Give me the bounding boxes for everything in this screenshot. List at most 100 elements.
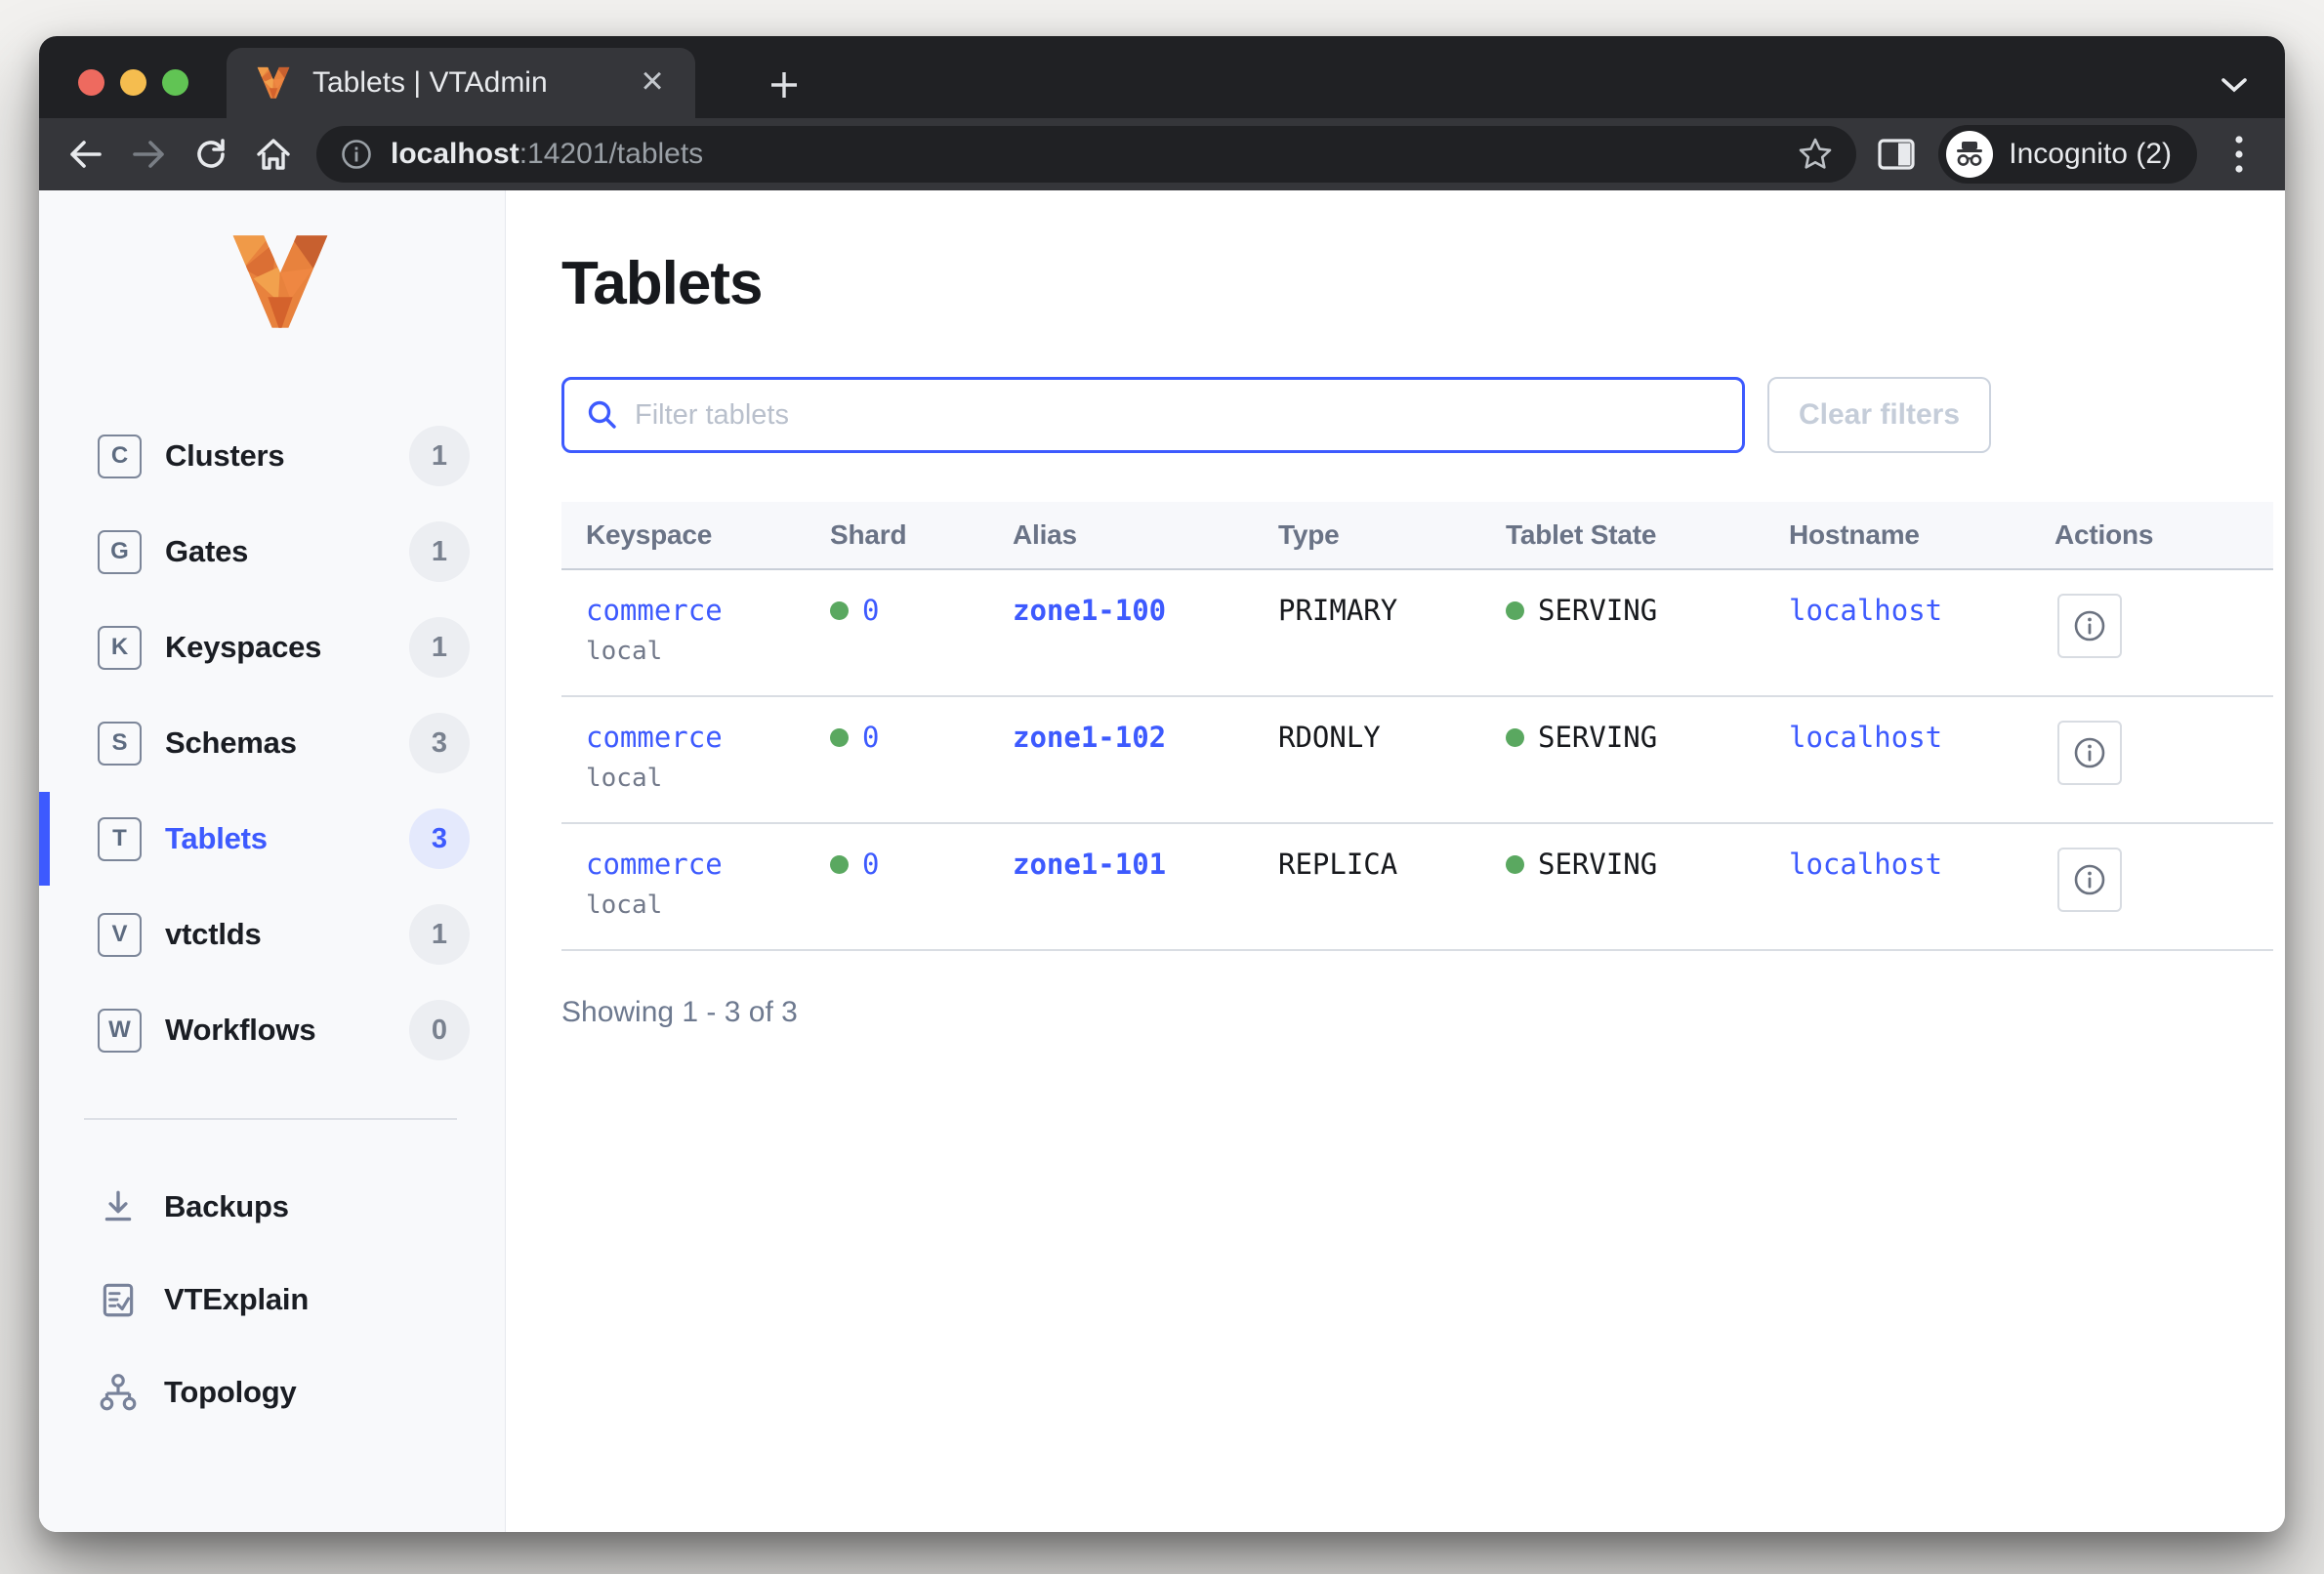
side-panel-icon <box>1878 139 1915 170</box>
sidebar-item-vtexplain[interactable]: VTExplain <box>39 1269 505 1330</box>
tab-search-button[interactable] <box>2209 60 2260 110</box>
shard-link[interactable]: 0 <box>862 594 880 627</box>
minimize-window-button[interactable] <box>120 69 146 96</box>
tab-strip: Tablets | VTAdmin × <box>39 36 2285 118</box>
url-text: localhost:14201/tablets <box>391 138 1796 171</box>
tablet-info-button[interactable] <box>2057 848 2122 912</box>
column-header-alias: Alias <box>1013 519 1077 550</box>
filter-input-wrapper <box>561 377 1745 453</box>
sidebar-item-clusters[interactable]: C Clusters 1 <box>39 425 505 487</box>
keyspace-cell: commerce local <box>561 594 806 666</box>
sidebar-item-gates[interactable]: G Gates 1 <box>39 520 505 583</box>
browser-toolbar: localhost:14201/tablets <box>39 118 2285 190</box>
shard-link[interactable]: 0 <box>862 721 880 754</box>
keyspace-link[interactable]: commerce <box>586 594 723 627</box>
hostname-link[interactable]: localhost <box>1789 594 1943 627</box>
download-icon <box>96 1184 141 1229</box>
filter-row: Clear filters <box>561 377 2277 453</box>
tablet-state-cell: SERVING <box>1481 721 1764 793</box>
fullscreen-window-button[interactable] <box>162 69 188 96</box>
type-cell: PRIMARY <box>1278 594 1398 627</box>
shard-cell: 0 <box>806 721 988 793</box>
schemas-icon: S <box>98 721 142 766</box>
sidebar-item-topology[interactable]: Topology <box>39 1362 505 1423</box>
reload-icon <box>197 139 225 168</box>
cluster-name: local <box>586 891 663 920</box>
new-tab-button[interactable] <box>757 58 811 112</box>
tablet-info-button[interactable] <box>2057 721 2122 785</box>
reload-button[interactable] <box>186 129 236 180</box>
tablet-info-button[interactable] <box>2057 594 2122 658</box>
side-panel-button[interactable] <box>1872 130 1921 179</box>
sidebar-item-vtctlds[interactable]: V vtctlds 1 <box>39 903 505 966</box>
close-window-button[interactable] <box>78 69 104 96</box>
keyspaces-icon: K <box>98 625 142 670</box>
close-tab-icon[interactable]: × <box>641 60 664 103</box>
window-controls <box>78 69 188 96</box>
address-bar[interactable]: localhost:14201/tablets <box>316 126 1857 183</box>
keyspace-link[interactable]: commerce <box>586 721 723 754</box>
actions-cell <box>2030 721 2273 793</box>
actions-cell <box>2030 848 2273 920</box>
main-panel: Tablets Clear filters Keyspace Shar <box>506 190 2285 1532</box>
count-badge: 0 <box>409 1000 470 1060</box>
hostname-link[interactable]: localhost <box>1789 721 1943 754</box>
keyspace-link[interactable]: commerce <box>586 848 723 881</box>
sidebar-item-backups[interactable]: Backups <box>39 1177 505 1237</box>
cluster-name: local <box>586 764 663 793</box>
workflows-icon: W <box>98 1008 142 1053</box>
shard-cell: 0 <box>806 594 988 666</box>
filter-tablets-input[interactable] <box>635 398 1722 432</box>
column-header-actions: Actions <box>2054 519 2154 550</box>
actions-cell <box>2030 594 2273 666</box>
shard-status-dot <box>830 601 849 620</box>
cluster-name: local <box>586 637 663 666</box>
forward-button[interactable] <box>123 129 174 180</box>
alias-link[interactable]: zone1-101 <box>1013 848 1167 881</box>
alias-link[interactable]: zone1-102 <box>1013 721 1167 754</box>
clear-filters-button[interactable]: Clear filters <box>1767 377 1991 453</box>
vtctlds-icon: V <box>98 912 142 957</box>
sidebar-item-keyspaces[interactable]: K Keyspaces 1 <box>39 616 505 679</box>
sidebar-tools: Backups VTExplain <box>39 1177 505 1455</box>
kebab-menu-icon <box>2235 136 2243 173</box>
hostname-link[interactable]: localhost <box>1789 848 1943 881</box>
sidebar-item-schemas[interactable]: S Schemas 3 <box>39 712 505 774</box>
type-cell: RDONLY <box>1278 721 1381 754</box>
plus-icon <box>771 72 797 98</box>
sidebar-item-workflows[interactable]: W Workflows 0 <box>39 999 505 1061</box>
page-title: Tablets <box>561 250 763 317</box>
alias-cell: zone1-100 <box>988 594 1254 666</box>
home-button[interactable] <box>248 129 299 180</box>
info-icon <box>2074 610 2105 642</box>
tab-title: Tablets | VTAdmin <box>312 66 548 99</box>
serving-status-dot <box>1506 855 1524 874</box>
sidebar-item-label: Workflows <box>165 1013 316 1047</box>
browser-window: Tablets | VTAdmin × <box>39 36 2285 1532</box>
incognito-label: Incognito (2) <box>2009 138 2172 170</box>
tablets-table: Keyspace Shard Alias Type Tablet State H… <box>561 502 2273 951</box>
count-badge: 1 <box>409 426 470 486</box>
browser-menu-button[interactable] <box>2215 130 2263 179</box>
back-button[interactable] <box>61 129 111 180</box>
site-info-icon[interactable] <box>340 138 373 171</box>
home-icon <box>257 139 290 170</box>
sidebar-item-label: Schemas <box>165 725 297 760</box>
tablet-state-value: SERVING <box>1538 721 1658 754</box>
sidebar-divider <box>84 1118 457 1120</box>
bookmark-star-icon[interactable] <box>1796 135 1835 174</box>
url-host: localhost <box>391 138 519 170</box>
incognito-avatar <box>1946 131 1994 178</box>
count-badge: 1 <box>409 904 470 965</box>
shard-status-dot <box>830 728 849 747</box>
shard-link[interactable]: 0 <box>862 848 880 881</box>
sidebar-item-tablets[interactable]: T Tablets 3 <box>39 792 505 886</box>
alias-link[interactable]: zone1-100 <box>1013 594 1167 627</box>
sidebar-nav: C Clusters 1 G Gates 1 K Keyspaces 1 <box>39 425 505 1095</box>
topology-icon <box>96 1370 141 1415</box>
browser-tab[interactable]: Tablets | VTAdmin × <box>227 48 695 118</box>
incognito-badge[interactable]: Incognito (2) <box>1938 125 2197 184</box>
page-content: C Clusters 1 G Gates 1 K Keyspaces 1 <box>39 190 2285 1532</box>
hostname-cell: localhost <box>1764 721 2030 793</box>
